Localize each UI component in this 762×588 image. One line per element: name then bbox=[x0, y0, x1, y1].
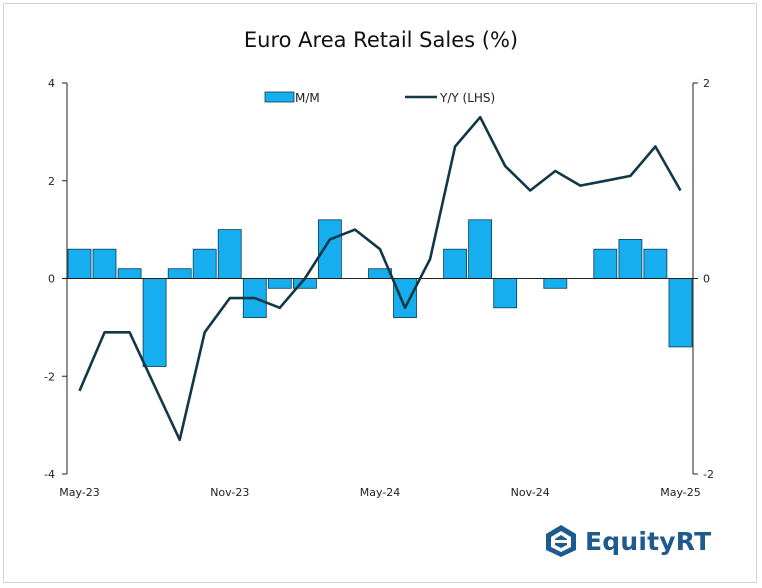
tick-labels: -4 -2 0 2 4 -2 0 2 May-23 Nov-23 May-24 Nov-24 May-2… bbox=[44, 77, 714, 499]
x-tick-label: Nov-24 bbox=[511, 486, 550, 499]
bar-mm-Mar-25 bbox=[618, 238, 643, 279]
chart-frame bbox=[3, 3, 757, 583]
bar-mm-Oct-24 bbox=[493, 278, 518, 309]
bar-mm-Apr-25 bbox=[643, 248, 668, 279]
left-tick-label: 4 bbox=[48, 77, 55, 90]
right-tick-label: -2 bbox=[703, 468, 714, 481]
bar-mm-Mar-24 bbox=[317, 219, 342, 279]
left-tick-label: 0 bbox=[48, 273, 55, 286]
right-tick-label: 0 bbox=[703, 273, 710, 286]
left-tick-label: -2 bbox=[44, 370, 55, 383]
brand-logo: EquityRT bbox=[543, 523, 711, 559]
bar-mm-Aug-23 bbox=[142, 278, 167, 367]
x-tick-label: May-24 bbox=[360, 486, 401, 499]
axes bbox=[62, 82, 698, 475]
bar-mm-Sep-24 bbox=[468, 219, 493, 279]
bar-mm-Jan-24 bbox=[267, 278, 292, 289]
left-tick-label: -4 bbox=[44, 468, 55, 481]
bar-mm-May-23 bbox=[67, 248, 92, 279]
left-tick-label: 2 bbox=[48, 175, 55, 188]
bar-mm-Sep-23 bbox=[167, 268, 192, 279]
legend: M/M Y/Y (LHS) bbox=[264, 91, 495, 105]
bar-mm-Jun-23 bbox=[92, 248, 117, 279]
x-tick-label: May-25 bbox=[660, 486, 701, 499]
chart-title: Euro Area Retail Sales (%) bbox=[243, 28, 519, 52]
x-tick-label: Nov-23 bbox=[210, 486, 249, 499]
bar-series bbox=[67, 219, 693, 367]
bar-mm-Oct-23 bbox=[192, 248, 217, 279]
bar-mm-Dec-24 bbox=[543, 278, 568, 289]
bar-mm-May-25 bbox=[668, 278, 693, 348]
line-series bbox=[78, 115, 682, 442]
bar-mm-Feb-25 bbox=[593, 248, 618, 279]
x-tick-label: May-23 bbox=[59, 486, 100, 499]
equityrt-logo-icon bbox=[546, 525, 576, 557]
legend-mm-swatch bbox=[264, 91, 295, 103]
bar-mm-Jul-23 bbox=[117, 268, 142, 279]
bar-mm-Nov-23 bbox=[217, 229, 242, 279]
legend-mm-label: M/M bbox=[295, 91, 320, 105]
line-yy bbox=[78, 115, 682, 442]
brand-name: EquityRT bbox=[585, 526, 712, 556]
bar-mm-Jun-24 bbox=[393, 278, 417, 318]
legend-yy-label: Y/Y (LHS) bbox=[439, 91, 495, 105]
right-tick-label: 2 bbox=[703, 77, 710, 90]
bar-mm-Aug-24 bbox=[443, 248, 468, 279]
